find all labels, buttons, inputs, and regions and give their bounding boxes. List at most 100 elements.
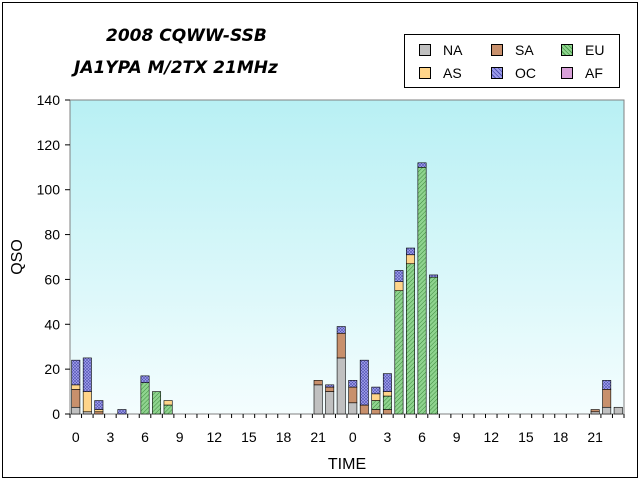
x-tick-label: 9 [176,429,184,445]
x-tick-label: 12 [483,429,499,445]
bar-segment-eu [382,395,392,410]
y-tick-label: 120 [37,137,61,153]
x-axis: 0 3 6 9 12 15 18 21 0 3 6 9 12 15 18 21 [69,414,625,445]
bar-segment-oc [602,380,612,390]
chart-title-line2: JA1YPA M/2TX 21MHz [74,58,278,78]
bar-segment-na [348,402,358,415]
legend-item-oc: OC [491,64,536,82]
x-tick-label: 6 [418,429,426,445]
bar-segment-sa [590,409,600,413]
x-tick-label: 18 [553,429,569,445]
bar-series-group [71,162,623,415]
bar-segment-as [371,393,381,401]
y-tick-label: 100 [37,182,61,198]
chart-legend: NA SA EU AS OC AF [404,34,620,88]
legend-swatch-na [419,44,431,56]
bar-segment-na [336,357,346,415]
bar-segment-eu [163,404,173,415]
x-tick-label: 12 [206,429,222,445]
bar-segment-as [163,400,173,406]
y-tick-label: 40 [44,316,60,332]
y-axis: 0 20 40 60 80 100 120 140 [37,92,70,422]
bar-segment-oc [71,359,81,386]
bar-segment-sa [382,409,392,415]
x-tick-label: 0 [349,429,357,445]
bar-segment-oc [348,380,358,388]
bar-segment-oc [394,270,404,282]
bar-segment-as [394,281,404,291]
legend-item-na: NA [419,41,462,59]
bar-segment-as [382,391,392,397]
bar-segment-oc [117,409,127,415]
bar-segment-as [71,384,81,390]
bar-segment-na [590,411,600,415]
bar-segment-sa [348,386,358,404]
x-tick-label: 9 [453,429,461,445]
y-axis-label: QSO [9,239,26,275]
bar-segment-as [94,409,104,413]
legend-item-sa: SA [491,41,534,59]
bar-segment-sa [602,389,612,408]
legend-swatch-af [561,67,573,79]
bar-segment-eu [140,382,150,415]
bar-segment-oc [336,326,346,334]
bar-segment-sa [336,332,346,359]
bar-segment-sa [71,389,81,408]
y-tick-label: 0 [52,406,60,422]
x-tick-label: 0 [72,429,80,445]
bar-segment-eu [429,276,439,415]
y-tick-label: 20 [44,361,60,377]
bar-segment-oc [417,162,427,168]
y-tick-label: 80 [44,227,60,243]
x-axis-label: TIME [328,456,366,473]
chart-title-line1: 2008 CQWW-SSB [106,26,267,46]
bar-segment-oc [82,357,92,392]
bar-segment-na [613,406,623,415]
y-tick-label: 140 [37,92,61,108]
bar-segment-oc [140,375,150,383]
bar-segment-as [406,254,415,265]
bar-segment-sa [94,411,104,415]
legend-label-na: NA [443,42,463,58]
bar-segment-eu [394,290,404,415]
bar-segment-eu [371,400,381,410]
bar-segment-oc [359,359,369,406]
x-tick-label: 3 [106,429,114,445]
legend-label-af: AF [585,65,603,81]
legend-item-eu: EU [561,41,604,59]
legend-label-as: AS [443,65,462,81]
bar-segment-na [71,406,81,415]
legend-label-sa: SA [515,42,534,58]
bar-segment-na [325,391,335,415]
legend-swatch-eu [561,44,573,56]
x-tick-label: 21 [310,429,326,445]
legend-swatch-oc [491,67,503,79]
x-tick-label: 15 [241,429,257,445]
bar-segment-oc [406,247,415,256]
legend-label-oc: OC [515,65,536,81]
bar-segment-sa [359,404,369,415]
bar-segment-eu [406,263,415,415]
bar-segment-na [313,384,323,415]
bar-segment-oc [429,274,439,278]
legend-item-af: AF [561,64,603,82]
x-tick-label: 6 [141,429,149,445]
bar-segment-sa [371,409,381,415]
y-tick-label: 60 [44,271,60,287]
bar-segment-oc [371,386,381,395]
bar-segment-sa [325,386,335,392]
plot-area [69,99,625,415]
legend-item-as: AS [419,64,462,82]
x-tick-label: 18 [276,429,292,445]
bar-segment-oc [325,384,335,388]
bar-segment-na [602,406,612,415]
legend-swatch-sa [491,44,503,56]
x-tick-label: 21 [587,429,603,445]
x-tick-label: 15 [518,429,534,445]
bar-segment-na [82,411,92,415]
bar-segment-oc [382,373,392,392]
bar-segment-as [82,391,92,413]
legend-swatch-as [419,67,431,79]
legend-label-eu: EU [585,42,605,58]
x-tick-label: 3 [383,429,391,445]
